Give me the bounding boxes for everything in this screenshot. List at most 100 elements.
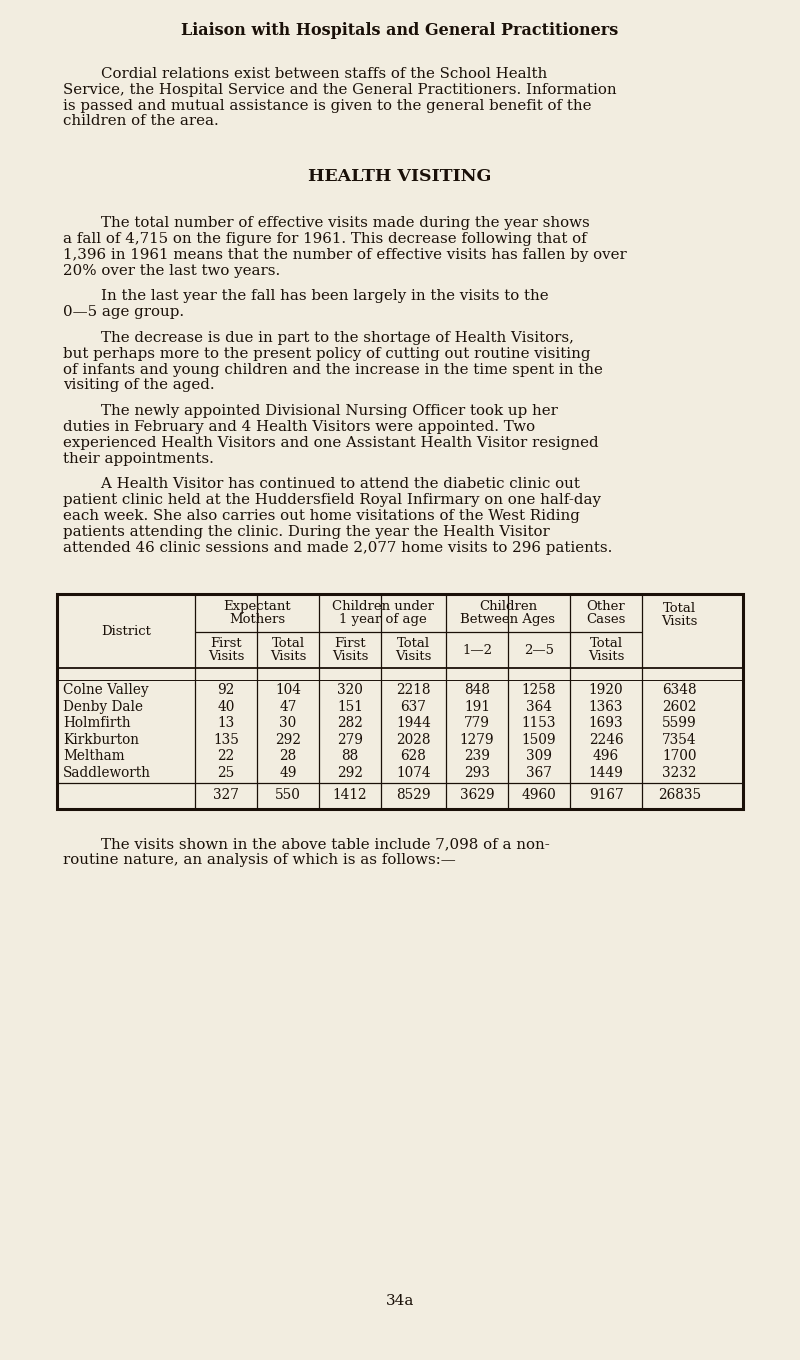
Text: The decrease is due in part to the shortage of Health Visitors,: The decrease is due in part to the short… bbox=[63, 330, 574, 345]
Text: 3232: 3232 bbox=[662, 766, 697, 779]
Text: 293: 293 bbox=[464, 766, 490, 779]
Text: 1—2: 1—2 bbox=[462, 645, 492, 657]
Text: 1700: 1700 bbox=[662, 749, 697, 763]
Text: 779: 779 bbox=[464, 717, 490, 730]
Text: 5599: 5599 bbox=[662, 717, 697, 730]
Text: 1153: 1153 bbox=[522, 717, 556, 730]
Text: 1509: 1509 bbox=[522, 733, 556, 747]
Text: 550: 550 bbox=[275, 789, 301, 802]
Text: 292: 292 bbox=[275, 733, 301, 747]
Text: Total: Total bbox=[271, 638, 305, 650]
Text: Mothers: Mothers bbox=[229, 613, 285, 626]
Text: Visits: Visits bbox=[270, 650, 306, 664]
Text: 1412: 1412 bbox=[333, 789, 367, 802]
Text: Between Ages: Between Ages bbox=[461, 613, 555, 626]
Text: 1363: 1363 bbox=[589, 700, 623, 714]
Text: children of the area.: children of the area. bbox=[63, 114, 218, 128]
Text: Meltham: Meltham bbox=[63, 749, 125, 763]
Text: 40: 40 bbox=[218, 700, 234, 714]
Text: Saddleworth: Saddleworth bbox=[63, 766, 151, 779]
Text: 30: 30 bbox=[279, 717, 297, 730]
Text: 496: 496 bbox=[593, 749, 619, 763]
Text: Colne Valley: Colne Valley bbox=[63, 683, 149, 698]
Text: 34a: 34a bbox=[386, 1293, 414, 1308]
Text: 279: 279 bbox=[337, 733, 363, 747]
Text: Total: Total bbox=[663, 602, 696, 615]
Text: In the last year the fall has been largely in the visits to the: In the last year the fall has been large… bbox=[63, 290, 549, 303]
Text: 292: 292 bbox=[337, 766, 363, 779]
Text: 47: 47 bbox=[279, 700, 297, 714]
Bar bbox=[57, 594, 743, 809]
Text: 22: 22 bbox=[218, 749, 234, 763]
Text: 2218: 2218 bbox=[396, 683, 430, 698]
Text: 1944: 1944 bbox=[396, 717, 431, 730]
Text: 282: 282 bbox=[337, 717, 363, 730]
Text: 49: 49 bbox=[279, 766, 297, 779]
Text: 135: 135 bbox=[213, 733, 239, 747]
Text: Visits: Visits bbox=[588, 650, 624, 664]
Text: is passed and mutual assistance is given to the general benefit of the: is passed and mutual assistance is given… bbox=[63, 98, 591, 113]
Text: each week. She also carries out home visitations of the West Riding: each week. She also carries out home vis… bbox=[63, 509, 580, 524]
Text: 26835: 26835 bbox=[658, 789, 701, 802]
Text: of infants and young children and the increase in the time spent in the: of infants and young children and the in… bbox=[63, 363, 603, 377]
Text: duties in February and 4 Health Visitors were appointed. Two: duties in February and 4 Health Visitors… bbox=[63, 420, 535, 434]
Text: Expectant: Expectant bbox=[223, 600, 291, 613]
Text: 88: 88 bbox=[342, 749, 358, 763]
Text: The total number of effective visits made during the year shows: The total number of effective visits mad… bbox=[63, 216, 590, 230]
Text: Denby Dale: Denby Dale bbox=[63, 700, 143, 714]
Text: 2246: 2246 bbox=[589, 733, 623, 747]
Text: HEALTH VISITING: HEALTH VISITING bbox=[308, 169, 492, 185]
Text: Visits: Visits bbox=[332, 650, 368, 664]
Text: 1258: 1258 bbox=[522, 683, 556, 698]
Text: 239: 239 bbox=[464, 749, 490, 763]
Text: visiting of the aged.: visiting of the aged. bbox=[63, 378, 214, 393]
Text: 309: 309 bbox=[526, 749, 552, 763]
Text: Other: Other bbox=[586, 600, 626, 613]
Text: 151: 151 bbox=[337, 700, 363, 714]
Text: but perhaps more to the present policy of cutting out routine visiting: but perhaps more to the present policy o… bbox=[63, 347, 590, 360]
Text: The newly appointed Divisional Nursing Officer took up her: The newly appointed Divisional Nursing O… bbox=[63, 404, 558, 418]
Text: 1,396 in 1961 means that the number of effective visits has fallen by over: 1,396 in 1961 means that the number of e… bbox=[63, 248, 626, 261]
Text: 2—5: 2—5 bbox=[524, 645, 554, 657]
Text: patient clinic held at the Huddersfield Royal Infirmary on one half-day: patient clinic held at the Huddersfield … bbox=[63, 494, 601, 507]
Text: 25: 25 bbox=[218, 766, 234, 779]
Text: Cordial relations exist between staffs of the School Health: Cordial relations exist between staffs o… bbox=[63, 67, 547, 82]
Text: Holmfirth: Holmfirth bbox=[63, 717, 130, 730]
Text: Cases: Cases bbox=[586, 613, 626, 626]
Text: 28: 28 bbox=[279, 749, 297, 763]
Text: 191: 191 bbox=[464, 700, 490, 714]
Text: 7354: 7354 bbox=[662, 733, 697, 747]
Text: Visits: Visits bbox=[662, 615, 698, 628]
Text: Service, the Hospital Service and the General Practitioners. Information: Service, the Hospital Service and the Ge… bbox=[63, 83, 617, 97]
Text: experienced Health Visitors and one Assistant Health Visitor resigned: experienced Health Visitors and one Assi… bbox=[63, 435, 598, 450]
Text: 1074: 1074 bbox=[396, 766, 431, 779]
Text: 1279: 1279 bbox=[460, 733, 494, 747]
Text: 2602: 2602 bbox=[662, 700, 697, 714]
Text: 1693: 1693 bbox=[589, 717, 623, 730]
Text: 6348: 6348 bbox=[662, 683, 697, 698]
Text: routine nature, an analysis of which is as follows:—: routine nature, an analysis of which is … bbox=[63, 853, 456, 868]
Text: a fall of 4,715 on the figure for 1961. This decrease following that of: a fall of 4,715 on the figure for 1961. … bbox=[63, 233, 586, 246]
Text: 628: 628 bbox=[401, 749, 426, 763]
Text: Visits: Visits bbox=[395, 650, 432, 664]
Text: 1449: 1449 bbox=[589, 766, 623, 779]
Text: 104: 104 bbox=[275, 683, 301, 698]
Text: 20% over the last two years.: 20% over the last two years. bbox=[63, 264, 280, 277]
Text: Kirkburton: Kirkburton bbox=[63, 733, 139, 747]
Text: attended 46 clinic sessions and made 2,077 home visits to 296 patients.: attended 46 clinic sessions and made 2,0… bbox=[63, 540, 612, 555]
Text: 848: 848 bbox=[464, 683, 490, 698]
Text: Children: Children bbox=[479, 600, 537, 613]
Text: their appointments.: their appointments. bbox=[63, 452, 214, 465]
Text: 367: 367 bbox=[526, 766, 552, 779]
Text: First: First bbox=[334, 638, 366, 650]
Text: First: First bbox=[210, 638, 242, 650]
Text: Total: Total bbox=[397, 638, 430, 650]
Text: 1920: 1920 bbox=[589, 683, 623, 698]
Text: 3629: 3629 bbox=[460, 789, 494, 802]
Text: 2028: 2028 bbox=[396, 733, 430, 747]
Text: 92: 92 bbox=[218, 683, 234, 698]
Text: Total: Total bbox=[590, 638, 622, 650]
Text: patients attending the clinic. During the year the Health Visitor: patients attending the clinic. During th… bbox=[63, 525, 550, 539]
Text: 327: 327 bbox=[213, 789, 239, 802]
Text: 4960: 4960 bbox=[522, 789, 556, 802]
